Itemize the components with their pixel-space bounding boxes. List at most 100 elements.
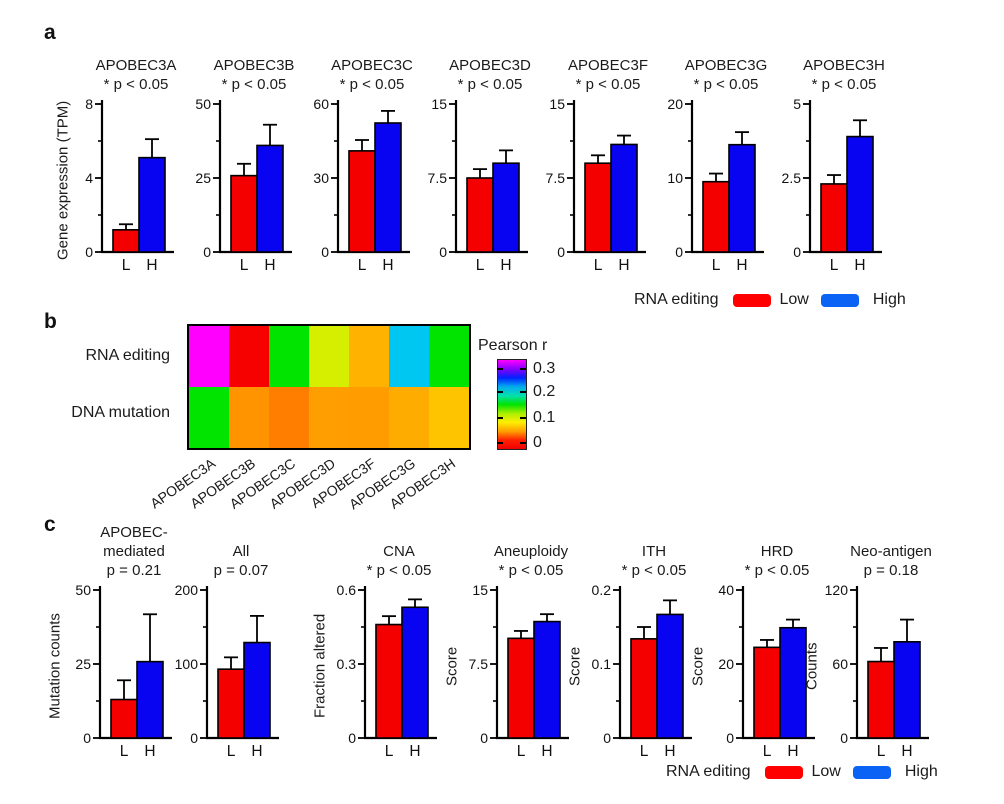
x-category-label: L xyxy=(594,257,603,274)
x-category-label: H xyxy=(664,743,675,760)
y-tick-label: 0 xyxy=(793,244,801,260)
chart-title-line: * p < 0.05 xyxy=(498,562,564,579)
heatmap-cell-rna-editing-apobec3d xyxy=(309,326,349,387)
chart-title-line: p = 0.21 xyxy=(106,562,162,579)
x-category-label: H xyxy=(736,257,747,274)
chart-title: APOBEC3C * p < 0.05 xyxy=(298,52,416,94)
y-tick-label: 2.5 xyxy=(782,170,802,186)
x-category-label: L xyxy=(877,743,886,760)
y-tick-label: 200 xyxy=(175,582,199,598)
bar-low xyxy=(753,646,781,739)
chart-plot: 0 100 200 L H xyxy=(175,582,279,760)
bar-chart-apobec3a: APOBEC3A * p < 0.05 0 4 8 L H xyxy=(62,52,180,289)
y-tick-label: 15 xyxy=(472,582,488,598)
legend-rna-editing-top: RNA editing Low High xyxy=(634,291,906,309)
y-tick-label: 0.6 xyxy=(337,582,357,598)
legend-title: RNA editing xyxy=(634,291,719,308)
x-category-label: H xyxy=(541,743,552,760)
chart-title-line: * p < 0.05 xyxy=(339,76,405,93)
chart-title-line: APOBEC3C xyxy=(331,57,413,74)
heatmap-cell-rna-editing-apobec3b xyxy=(229,326,269,387)
colorbar-tick-mark xyxy=(520,441,526,444)
x-category-label: H xyxy=(409,743,420,760)
chart-plot: 0 2.5 5 L H xyxy=(782,96,882,274)
chart-title-line: APOBEC3B xyxy=(213,57,295,74)
chart-title-line: * p < 0.05 xyxy=(103,76,169,93)
y-tick-label: 30 xyxy=(313,170,329,186)
bar-chart-apobec3f: APOBEC3F * p < 0.05 0 7.5 15 L H xyxy=(534,52,652,289)
bar-low xyxy=(230,174,258,253)
chart-title-line: * p < 0.05 xyxy=(811,76,877,93)
legend-low-label: Low xyxy=(811,763,841,780)
colorbar-tick-mark xyxy=(497,441,503,444)
chart-title-line: ITH xyxy=(641,543,667,560)
chart-title-line: * p < 0.05 xyxy=(366,562,432,579)
chart-title-line: * p < 0.05 xyxy=(693,76,759,93)
chart-title-line: Aneuploidy xyxy=(493,543,569,560)
bar-high xyxy=(138,156,166,253)
y-tick-label: 5 xyxy=(793,96,801,112)
legend-title: RNA editing xyxy=(666,763,751,780)
bar-high xyxy=(728,143,756,253)
chart-title: APOBEC3B * p < 0.05 xyxy=(180,52,298,94)
chart-title: ITH * p < 0.05 xyxy=(580,516,698,580)
chart-plot: 0 4 8 L H xyxy=(85,96,174,274)
y-tick-label: 8 xyxy=(85,96,93,112)
bar-low xyxy=(867,660,895,739)
chart-title: HRD * p < 0.05 xyxy=(703,516,821,580)
bar-high xyxy=(492,162,520,253)
y-tick-label: 0.1 xyxy=(592,656,612,672)
colorbar-tick-mark xyxy=(520,390,526,393)
legend-high-swatch xyxy=(820,293,859,307)
heatmap-cell-rna-editing-apobec3a xyxy=(189,326,229,387)
y-tick-label: 50 xyxy=(195,96,211,112)
y-tick-label: 60 xyxy=(832,656,848,672)
legend-high-label: High xyxy=(872,291,906,308)
y-tick-label: 0.3 xyxy=(337,656,357,672)
x-category-label: H xyxy=(901,743,912,760)
colorbar-tick-label: 0.2 xyxy=(533,382,556,400)
x-category-label: L xyxy=(227,743,236,760)
legend-high-swatch xyxy=(852,765,891,779)
chart-title-line: APOBEC3D xyxy=(449,57,531,74)
heatmap-cell-rna-editing-apobec3c xyxy=(269,326,309,387)
bar-low xyxy=(112,229,140,253)
bar-chart-apobec-: APOBEC-mediated p = 0.21 0 25 50 L H xyxy=(60,516,178,775)
bar-low xyxy=(507,637,535,739)
legend-rna-editing-bottom: RNA editing Low High xyxy=(666,763,938,781)
legend-low-swatch xyxy=(764,765,803,779)
bar-low xyxy=(630,638,658,739)
y-tick-label: 0 xyxy=(675,244,683,260)
chart-title-line: * p < 0.05 xyxy=(575,76,641,93)
chart-title-line: All xyxy=(232,543,250,560)
colorbar-tick-mark xyxy=(497,390,503,393)
chart-title-line: * p < 0.05 xyxy=(621,562,687,579)
chart-title-line: CNA xyxy=(383,543,415,560)
y-tick-label: 40 xyxy=(718,582,734,598)
x-category-label: L xyxy=(358,257,367,274)
bar-high xyxy=(374,122,402,253)
chart-plot: 0 10 20 L H xyxy=(667,96,764,274)
heatmap-cell-dna-mutation-apobec3f xyxy=(349,387,389,448)
x-category-label: H xyxy=(787,743,798,760)
panel-c-label: c xyxy=(44,513,56,536)
y-tick-label: 0 xyxy=(726,730,734,746)
chart-title: APOBEC3G * p < 0.05 xyxy=(652,52,770,94)
x-category-label: L xyxy=(240,257,249,274)
y-tick-label: 120 xyxy=(825,582,849,598)
chart-title-line: HRD xyxy=(760,543,794,560)
bar-low xyxy=(466,177,494,253)
bar-high xyxy=(533,620,561,739)
chart-plot: 0 25 50 L H xyxy=(195,96,292,274)
bar-chart-apobec3c: APOBEC3C * p < 0.05 0 30 60 L H xyxy=(298,52,416,289)
heatmap-cell-dna-mutation-apobec3a xyxy=(189,387,229,448)
bar-high xyxy=(610,143,638,253)
heatmap xyxy=(187,324,471,450)
chart-title: APOBEC3A * p < 0.05 xyxy=(62,52,180,94)
bar-high xyxy=(401,606,429,739)
y-tick-label: 25 xyxy=(75,656,91,672)
chart-title-line: p = 0.07 xyxy=(213,562,269,579)
colorbar-tick-mark xyxy=(497,367,503,370)
bar-low xyxy=(702,180,730,253)
chart-title-line: * p < 0.05 xyxy=(457,76,523,93)
